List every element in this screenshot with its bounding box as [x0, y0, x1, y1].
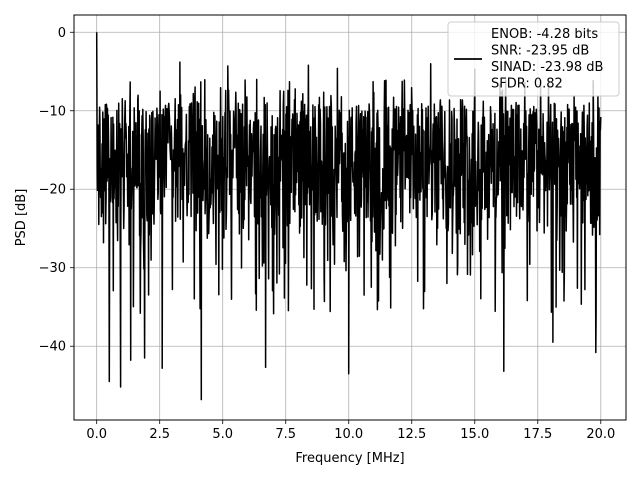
legend-line: SFDR: 0.82 [491, 77, 563, 92]
legend-line: SINAD: -23.98 dB [491, 60, 603, 75]
x-axis-label: Frequency [MHz] [295, 451, 404, 466]
x-tick-label: 7.5 [275, 427, 296, 442]
plot-frame [73, 14, 627, 421]
y-axis-label: PSD [dB] [14, 189, 29, 247]
x-tick-label: 20.0 [586, 427, 615, 442]
y-tick-label: −10 [39, 104, 66, 119]
y-tick-label: −30 [39, 261, 66, 276]
y-axis: 0 −10 −20 −30 −40 [39, 26, 74, 355]
x-tick-label: 2.5 [149, 427, 170, 442]
legend-entry: ENOB: -4.28 bits SNR: -23.95 dB SINAD: -23… [491, 27, 603, 92]
y-tick-label: −20 [39, 183, 66, 198]
series-layer [95, 32, 602, 401]
psd-line [95, 32, 602, 401]
legend: ENOB: -4.28 bits SNR: -23.95 dB SINAD: -23… [447, 21, 620, 97]
x-tick-label: 0.0 [86, 427, 107, 442]
x-tick-label: 15.0 [460, 427, 489, 442]
x-tick-label: 5.0 [212, 427, 233, 442]
y-tick-label: −40 [39, 340, 66, 355]
legend-line: ENOB: -4.28 bits [491, 27, 598, 42]
x-tick-label: 10.0 [334, 427, 363, 442]
x-tick-label: 12.5 [397, 427, 426, 442]
legend-box [447, 21, 620, 97]
y-tick-label: 0 [58, 26, 66, 41]
legend-line: SNR: -23.95 dB [491, 44, 589, 59]
x-tick-label: 17.5 [523, 427, 552, 442]
x-axis: 0.0 2.5 5.0 7.5 10.0 12.5 15.0 17.5 20.0 [86, 420, 615, 442]
